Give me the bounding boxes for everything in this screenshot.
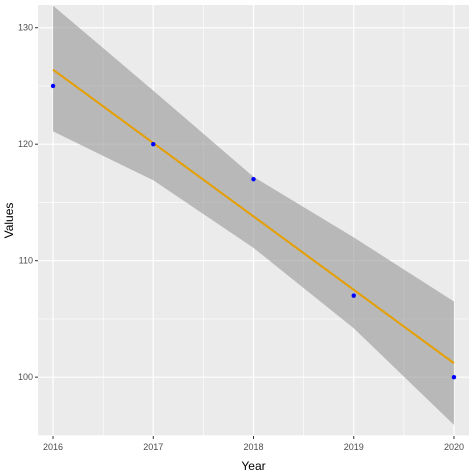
data-point (151, 142, 156, 147)
y-axis: 100 110 120 130 (18, 23, 38, 382)
x-axis: 2016 2017 2018 2019 2020 (43, 436, 464, 452)
regression-line (52, 68, 455, 365)
data-point (451, 374, 457, 380)
data-points (50, 83, 457, 380)
data-point (251, 176, 256, 182)
x-tick-label: 2016 (43, 442, 63, 452)
data-point (351, 293, 356, 298)
y-tick-label: 110 (19, 256, 33, 266)
x-tick-label: 2017 (143, 442, 163, 452)
x-tick-label: 2019 (344, 442, 364, 452)
y-tick-label: 100 (18, 372, 33, 382)
y-axis-title: Values (2, 203, 16, 239)
x-tick-label: 2020 (444, 442, 464, 452)
x-axis-title: Year (241, 459, 265, 473)
y-tick-label: 130 (18, 23, 33, 33)
data-point (50, 83, 56, 89)
x-tick-label: 2018 (243, 442, 263, 452)
y-tick-label: 120 (18, 139, 33, 149)
